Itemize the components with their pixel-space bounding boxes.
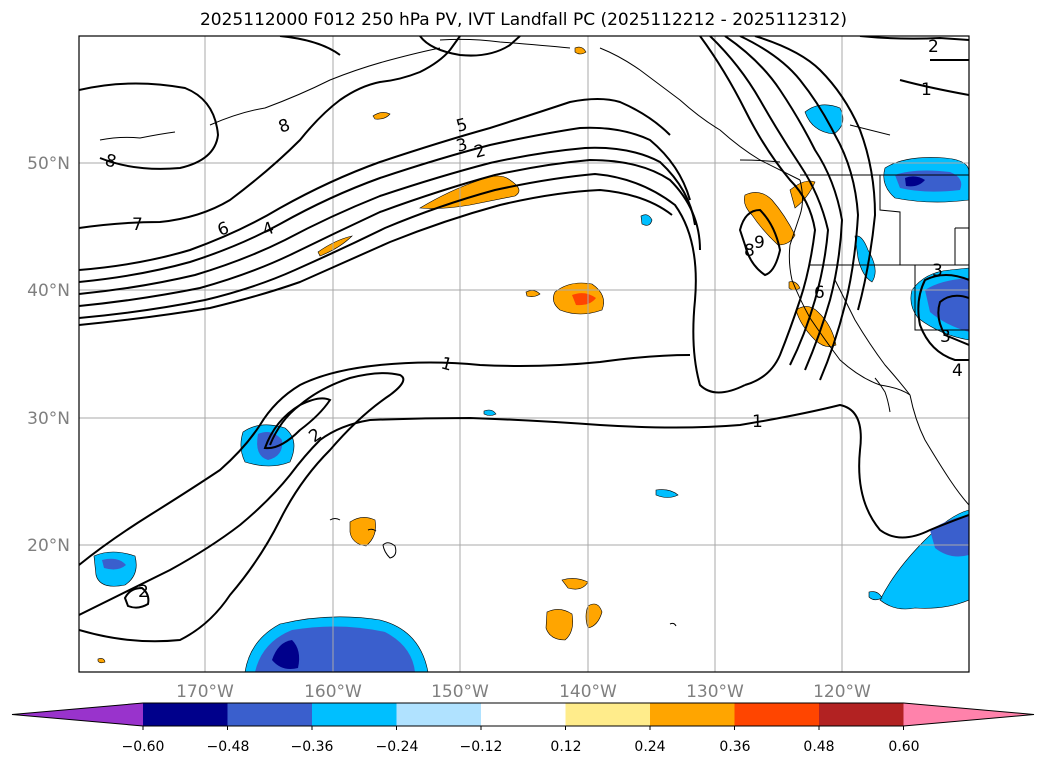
contour-label: 1	[752, 412, 763, 432]
contour-label: 3	[940, 327, 951, 347]
lon-label: 170°W	[176, 682, 234, 702]
shade-region	[895, 170, 962, 192]
pv-contours	[79, 36, 969, 643]
contour-label: 2	[138, 582, 149, 602]
shade-region	[854, 235, 876, 283]
colorbar-label: −0.24	[376, 739, 419, 755]
lon-label: 140°W	[559, 682, 617, 702]
negative-shading	[93, 104, 969, 672]
shade-region	[272, 640, 300, 669]
colorbar-label: −0.48	[207, 739, 250, 755]
shade-region	[317, 235, 353, 257]
shade-region	[349, 517, 376, 547]
colorbar-segment	[650, 703, 735, 726]
contour-labels: 8 8 7 6 4 5 3 2 1 1 2 1 2 8 9 6 3 3 4 2	[103, 37, 963, 602]
colorbar-segment	[734, 703, 820, 726]
colorbar-labels: −0.60 −0.48 −0.36 −0.24 −0.12 0.12 0.24 …	[122, 739, 920, 755]
contour-label: 4	[952, 361, 963, 381]
lon-label: 150°W	[431, 682, 489, 702]
colorbar-label: −0.36	[291, 739, 334, 755]
contour-label: 9	[754, 233, 765, 253]
colorbar-label: −0.60	[122, 739, 165, 755]
lat-label: 20°N	[27, 536, 70, 556]
shade-region	[585, 603, 603, 629]
shade-region	[905, 176, 925, 187]
contour-label: 3	[932, 261, 943, 281]
contour-label: 1	[439, 354, 455, 376]
gridlines	[79, 36, 969, 672]
colorbar-segment	[312, 703, 397, 726]
contour-label: 5	[454, 115, 470, 137]
contour-label: 8	[744, 241, 755, 261]
colorbar-segment	[481, 703, 566, 726]
colorbar-label: 0.48	[803, 739, 834, 755]
contour-label: 7	[132, 215, 143, 235]
lat-labels: 50°N 40°N 30°N 20°N	[27, 154, 70, 556]
shade-region	[574, 46, 587, 55]
colorbar-extend-min	[12, 703, 143, 726]
colorbar-extend-max	[903, 703, 1034, 726]
colorbar-segment	[143, 703, 228, 726]
lon-label: 120°W	[813, 682, 871, 702]
lat-label: 50°N	[27, 154, 70, 174]
lat-label: 40°N	[27, 281, 70, 301]
shade-region	[97, 658, 106, 664]
positive-shading	[97, 46, 837, 664]
shade-region	[655, 489, 679, 498]
shade-region	[925, 278, 969, 332]
shade-region	[572, 293, 596, 306]
lon-label: 160°W	[304, 682, 362, 702]
shade-region	[483, 409, 497, 416]
lon-labels: 170°W 160°W 150°W 140°W 130°W 120°W	[176, 682, 871, 702]
colorbar-label: 0.24	[634, 739, 665, 755]
colorbar-segment	[396, 703, 482, 726]
shade-region	[372, 112, 391, 120]
colorbar	[11, 702, 1035, 730]
lon-label: 130°W	[686, 682, 744, 702]
lat-label: 30°N	[27, 409, 70, 429]
shade-region	[545, 609, 573, 641]
colorbar-segment	[565, 703, 651, 726]
shade-region	[102, 558, 126, 570]
shade-region	[419, 175, 520, 209]
colorbar-label: −0.12	[460, 739, 503, 755]
colorbar-label: 0.60	[888, 739, 919, 755]
shade-region	[525, 290, 541, 297]
shade-region	[868, 591, 883, 601]
contour-label: 6	[814, 283, 825, 303]
contour-label: 2	[472, 141, 488, 163]
contour-label: 8	[103, 151, 119, 173]
colorbar-segment	[819, 703, 904, 726]
colorbar-label: 0.12	[550, 739, 581, 755]
shade-region	[640, 214, 653, 226]
contour-label: 3	[454, 135, 470, 157]
map-frame	[78, 35, 970, 673]
colorbar-segment	[227, 703, 313, 726]
colorbar-label: 0.36	[719, 739, 750, 755]
contour-label: 2	[928, 37, 939, 57]
contour-label: 1	[921, 80, 932, 100]
shade-region	[257, 432, 283, 460]
map-plot: 8 8 7 6 4 5 3 2 1 1 2 1 2 8 9 6 3 3 4 2	[79, 36, 969, 672]
map-title: 2025112000 F012 250 hPa PV, IVT Landfall…	[199, 10, 847, 30]
